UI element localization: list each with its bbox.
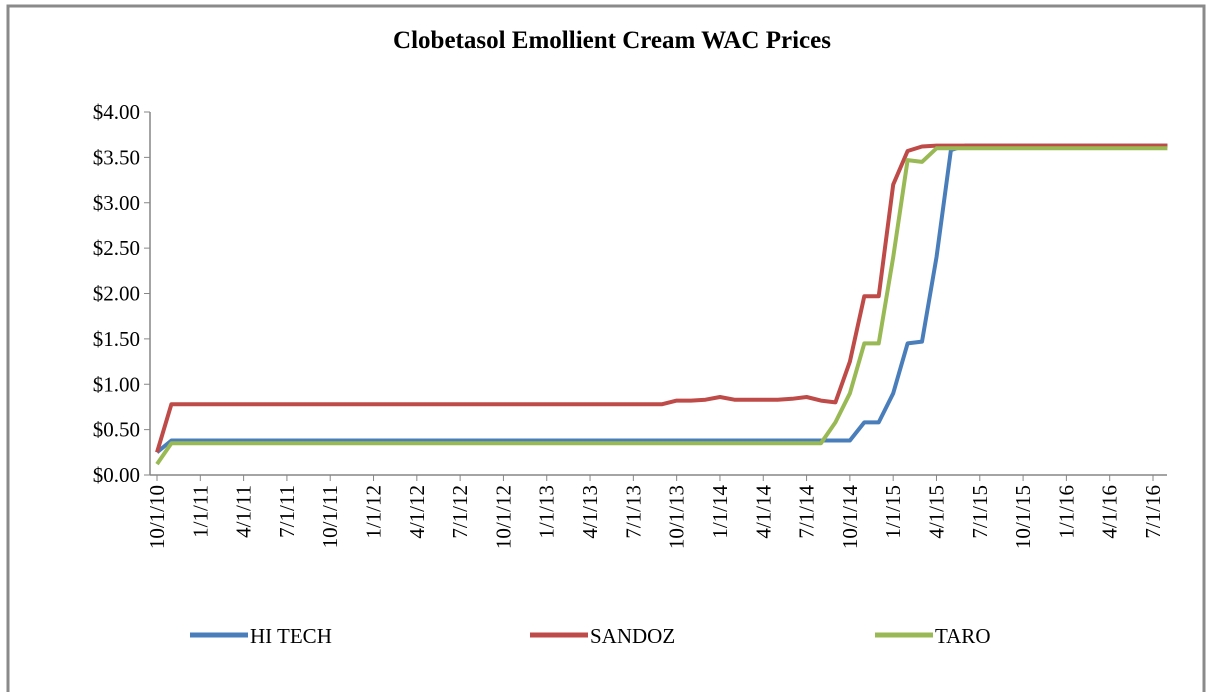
y-tick-label: $2.50	[93, 236, 140, 260]
x-tick-label: 7/1/16	[1141, 485, 1165, 539]
legend-label: TARO	[935, 624, 990, 648]
x-tick-label: 1/1/13	[535, 485, 559, 539]
x-tick-label: 7/1/12	[448, 485, 472, 539]
x-tick-label: 4/1/13	[578, 485, 602, 539]
x-tick-label: 10/1/14	[838, 485, 862, 550]
y-tick-label: $4.00	[93, 100, 140, 124]
x-tick-label: 1/1/15	[881, 485, 905, 539]
series-line	[155, 146, 1168, 466]
y-tick-label: $3.00	[93, 191, 140, 215]
x-tick-label: 4/1/11	[232, 485, 256, 538]
series-line	[155, 143, 1168, 453]
x-tick-label: 7/1/11	[275, 485, 299, 538]
x-tick-label: 10/1/13	[665, 485, 689, 549]
x-tick-label: 10/1/10	[145, 485, 169, 549]
x-tick-label: 1/1/14	[708, 485, 732, 539]
x-tick-label: 10/1/12	[491, 485, 515, 549]
y-tick-label: $3.50	[93, 145, 140, 169]
x-tick-label: 7/1/13	[621, 485, 645, 539]
frame	[6, 4, 1206, 692]
x-tick-label: 1/1/11	[188, 485, 212, 538]
y-tick-label: $0.50	[93, 418, 140, 442]
legend-label: SANDOZ	[590, 624, 675, 648]
x-tick-label: 4/1/16	[1098, 485, 1122, 539]
x-tick-label: 7/1/14	[795, 485, 819, 539]
x-tick-label: 1/1/12	[362, 485, 386, 539]
y-tick-label: $0.00	[93, 463, 140, 487]
x-tick-label: 1/1/16	[1054, 485, 1078, 539]
x-tick-label: 4/1/12	[405, 485, 429, 539]
y-tick-label: $2.00	[93, 282, 140, 306]
y-tick-label: $1.00	[93, 372, 140, 396]
x-tick-label: 4/1/14	[751, 485, 775, 539]
x-tick-label: 10/1/11	[318, 485, 342, 548]
y-tick-label: $1.50	[93, 327, 140, 351]
chart-title: Clobetasol Emollient Cream WAC Prices	[393, 27, 831, 54]
x-tick-label: 10/1/15	[1011, 485, 1035, 549]
x-tick-label: 4/1/15	[924, 485, 948, 539]
x-tick-label: 7/1/15	[968, 485, 992, 539]
legend-label: HI TECH	[250, 624, 332, 648]
